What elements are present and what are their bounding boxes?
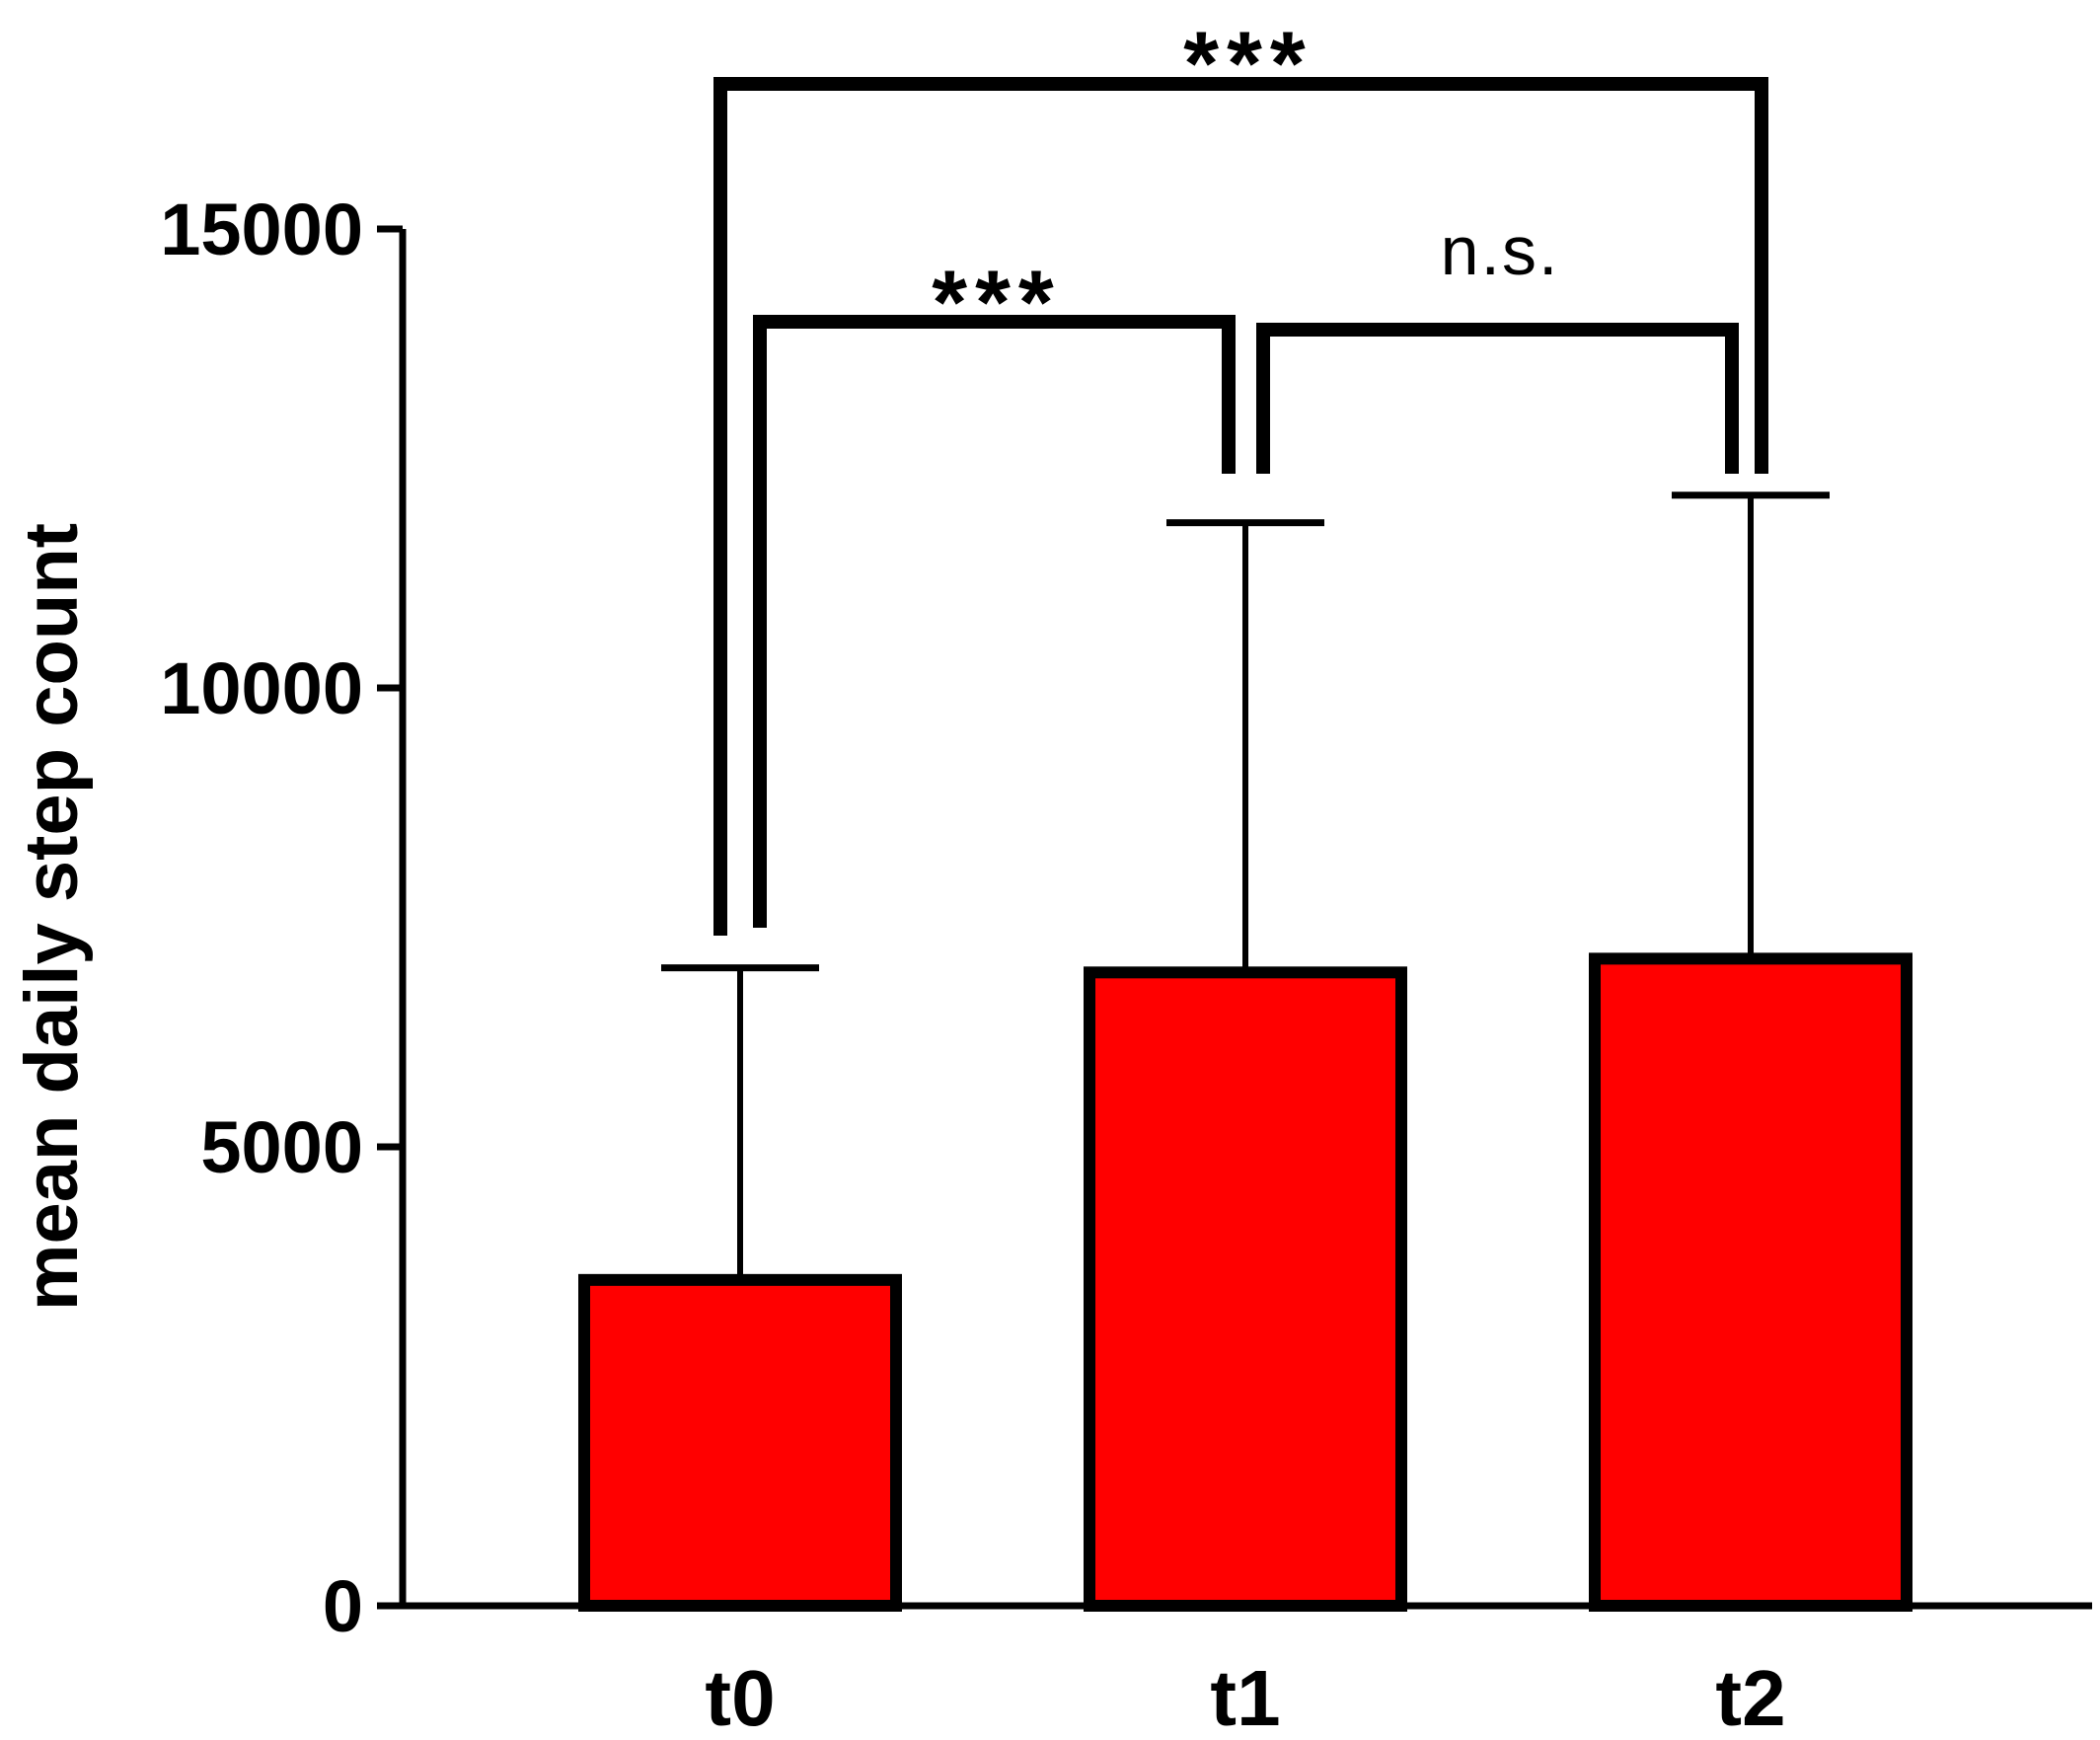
x-axis: t0 t1 t2 <box>377 1602 2092 1740</box>
bar-t1 <box>1084 966 1407 1612</box>
y-tick-label: 15000 <box>160 189 363 270</box>
error-bars <box>661 492 1830 1280</box>
y-tick-label: 5000 <box>200 1106 363 1188</box>
significance-label: n.s. <box>1441 212 1560 289</box>
bar-t2 <box>1589 952 1912 1612</box>
bars <box>578 952 1912 1612</box>
significance-label: *** <box>932 253 1061 353</box>
x-tick-label: t0 <box>705 1654 775 1740</box>
bar-t0 <box>578 1273 902 1612</box>
y-tick-label: 10000 <box>160 647 363 729</box>
y-tick-label: 0 <box>323 1565 363 1647</box>
significance-bracket <box>1256 323 1739 474</box>
x-tick-label: t1 <box>1210 1654 1280 1740</box>
significance-bracket <box>713 77 1768 936</box>
significance-label: *** <box>1183 14 1312 114</box>
significance-bracket <box>753 315 1236 928</box>
significance-brackets: *** n.s. *** <box>713 14 1768 936</box>
y-axis-label: mean daily step count <box>10 523 94 1311</box>
x-tick-label: t2 <box>1715 1654 1785 1740</box>
y-axis: 0 5000 10000 15000 <box>160 189 407 1647</box>
